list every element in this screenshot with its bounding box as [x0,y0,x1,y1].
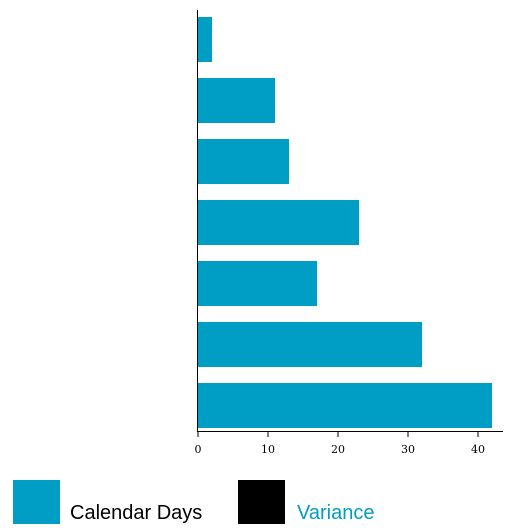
bar-4 [198,200,359,245]
bar-5 [198,261,317,306]
x-tick-label-20: 20 [331,443,345,456]
legend-swatch-calendar-days [13,480,60,524]
legend-label-calendar-days: Calendar Days [70,502,203,524]
bar-7 [198,383,492,428]
bar-chart: 0 10 20 30 40 [195,10,503,456]
bar-2 [198,78,275,123]
bars-layer [198,17,492,428]
x-tick-label-30: 30 [401,443,415,456]
x-tick-label-10: 10 [261,443,275,456]
chart-legend: Calendar Days Variance [0,478,509,528]
legend-label-variance: Variance [297,502,375,524]
bar-3 [198,139,289,184]
bar-6 [198,322,422,367]
legend-swatch-variance [238,480,285,524]
bar-1 [198,17,212,62]
x-tick-label-0: 0 [195,443,202,456]
x-axis-ticks: 0 10 20 30 40 [195,432,485,456]
x-tick-label-40: 40 [471,443,485,456]
